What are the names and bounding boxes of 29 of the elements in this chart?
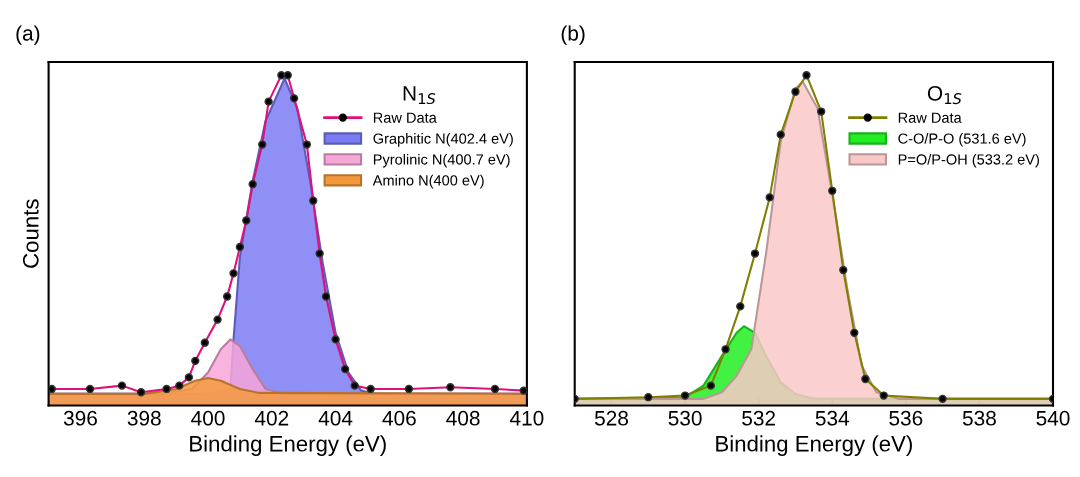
x-tick-label: 404 [318, 410, 353, 426]
x-tick-label: 410 [509, 410, 544, 426]
x-axis-title: Binding Energy (eV) [716, 435, 912, 456]
legend-label: Raw Data [898, 112, 962, 123]
x-tick-label: 398 [127, 410, 161, 426]
text: (b) [561, 25, 585, 45]
legend-label: Amino N(400 eV) [372, 174, 484, 189]
x-tick-label: 530 [668, 410, 702, 426]
x-tick-label: 400 [191, 410, 225, 426]
x-tick-label: 408 [446, 410, 480, 426]
text: (a) [16, 25, 40, 45]
x-tick-label: 532 [742, 410, 776, 426]
legend-label: Pyrolinic N(400.7 eV) [373, 153, 510, 168]
x-tick-label: 534 [815, 410, 850, 426]
y-axis-title: Counts [22, 199, 39, 268]
legend-label: P=O/P-OH (533.2 eV) [898, 153, 1039, 168]
x-tick-label: 406 [382, 410, 416, 426]
x-tick-label: 402 [254, 410, 289, 426]
legend-label: C-O/P-O (531.6 eV) [898, 133, 1026, 147]
x-axis-title: Binding Energy (eV) [190, 435, 386, 456]
x-tick-label: 396 [63, 410, 97, 426]
legend-title: O$_{1S}$ [927, 85, 962, 105]
legend-label: Raw Data [373, 112, 437, 123]
x-tick-label: 528 [594, 410, 628, 426]
x-tick-label: 540 [1036, 410, 1070, 426]
legend-title: N$_{1S}$ [403, 86, 436, 105]
legend-label: Graphitic N(402.4 eV) [373, 133, 513, 147]
x-tick-label: 538 [962, 410, 996, 426]
x-tick-label: 536 [889, 410, 923, 426]
